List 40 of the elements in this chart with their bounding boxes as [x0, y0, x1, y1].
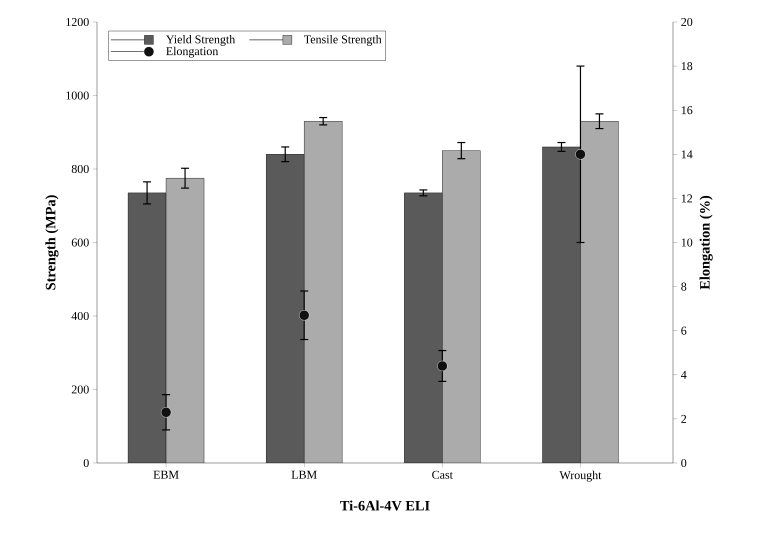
- point: [160, 407, 172, 418]
- y2-tick-label: 0: [681, 458, 686, 468]
- y2-tick-label: 10: [682, 238, 692, 247]
- y-tick-label: 1200: [66, 18, 89, 26]
- bar: [128, 192, 166, 463]
- y2-tick-label: 12: [682, 194, 692, 202]
- y-tick-label: 1000: [66, 91, 89, 100]
- legend-label: Tensile Strength: [304, 34, 382, 46]
- y-axis-title: Strength (MPa): [45, 195, 58, 290]
- x-axis-title: Ti-6Al-4V ELI: [340, 500, 430, 511]
- bar: [266, 154, 304, 463]
- bar: [442, 150, 480, 463]
- y2-tick-label: 14: [682, 150, 693, 158]
- y2-tick-label: 18: [682, 62, 692, 70]
- bar: [580, 121, 619, 463]
- y2-tick-label: 16: [682, 106, 692, 114]
- x-tick-label: Wrought: [559, 470, 602, 482]
- point: [575, 149, 586, 160]
- legend-label: Elongation: [166, 46, 218, 58]
- x-tick-label: EBM: [153, 470, 179, 479]
- y-tick-label: 400: [72, 312, 89, 320]
- bar: [542, 146, 581, 463]
- y-tick-label: 0: [84, 458, 89, 468]
- bar: [166, 178, 204, 463]
- x-tick-label: Cast: [432, 470, 453, 479]
- point: [299, 310, 310, 320]
- bar: [304, 121, 342, 463]
- legend-label: Yield Strength: [166, 34, 236, 46]
- y-tick-label: 200: [72, 385, 89, 394]
- y-tick-label: 600: [72, 238, 89, 247]
- bar: [404, 192, 442, 463]
- y-tick-label: 800: [72, 164, 89, 174]
- y2-tick-label: 4: [681, 370, 687, 379]
- y2-axis-title: Elongation (%): [700, 196, 713, 290]
- y2-tick-label: 2: [681, 414, 686, 423]
- y2-tick-label: 6: [681, 326, 686, 335]
- y2-tick-label: 20: [681, 18, 692, 26]
- x-tick-label: LBM: [292, 470, 317, 479]
- y2-tick-label: 8: [681, 282, 686, 291]
- point: [437, 360, 448, 372]
